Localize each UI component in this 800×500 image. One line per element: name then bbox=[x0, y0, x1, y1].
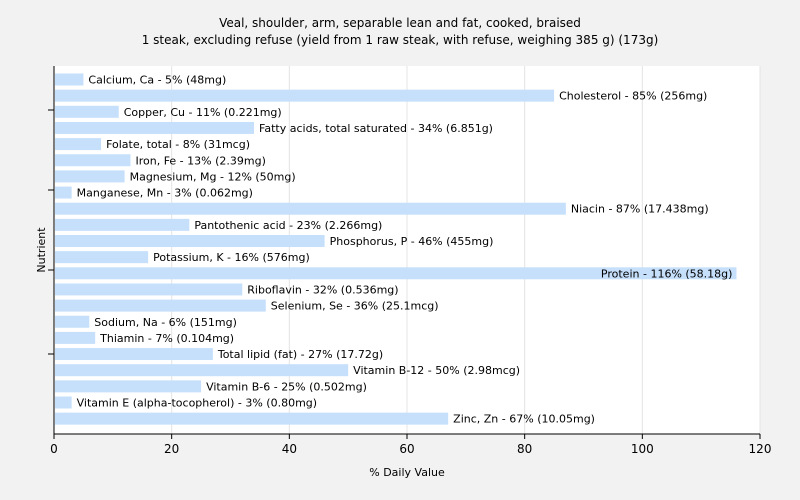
bar-label: Cholesterol - 85% (256mg) bbox=[559, 90, 707, 103]
bar bbox=[55, 202, 566, 215]
bar bbox=[55, 380, 202, 393]
x-tick-label: 40 bbox=[282, 442, 297, 456]
bar-label: Zinc, Zn - 67% (10.05mg) bbox=[453, 413, 595, 426]
bar-label: Copper, Cu - 11% (0.221mg) bbox=[124, 106, 282, 119]
bar-label: Vitamin B-12 - 50% (2.98mcg) bbox=[353, 364, 520, 377]
bar bbox=[55, 186, 72, 199]
bar-label: Sodium, Na - 6% (151mg) bbox=[94, 316, 237, 329]
bar bbox=[55, 331, 96, 344]
bar-label: Niacin - 87% (17.438mg) bbox=[571, 203, 709, 216]
x-tick-label: 0 bbox=[50, 442, 58, 456]
bar bbox=[55, 267, 737, 280]
bar bbox=[55, 315, 90, 328]
bar-label: Potassium, K - 16% (576mg) bbox=[153, 251, 310, 264]
x-tick-label: 80 bbox=[517, 442, 532, 456]
bar-label: Iron, Fe - 13% (2.39mg) bbox=[135, 154, 265, 167]
bar bbox=[55, 170, 125, 183]
bar bbox=[55, 283, 243, 296]
bar-label: Vitamin B-6 - 25% (0.502mg) bbox=[206, 380, 367, 393]
bar-label: Thiamin - 7% (0.104mg) bbox=[99, 332, 234, 345]
x-axis-label: % Daily Value bbox=[369, 466, 445, 479]
bar bbox=[55, 73, 84, 86]
x-tick-label: 60 bbox=[399, 442, 414, 456]
bar-label: Phosphorus, P - 46% (455mg) bbox=[330, 235, 494, 248]
bar-label: Protein - 116% (58.18g) bbox=[601, 267, 733, 280]
bar bbox=[55, 364, 349, 377]
bar bbox=[55, 235, 325, 247]
chart-title: Veal, shoulder, arm, separable lean and … bbox=[219, 16, 581, 30]
x-axis-ticks: 0 20 40 60 80 100 120 bbox=[50, 434, 771, 456]
bar-label: Fatty acids, total saturated - 34% (6.85… bbox=[259, 122, 493, 135]
bar bbox=[55, 89, 555, 102]
bar bbox=[55, 299, 266, 312]
bar-label: Calcium, Ca - 5% (48mg) bbox=[88, 74, 226, 87]
y-axis-label: Nutrient bbox=[35, 227, 48, 273]
bar bbox=[55, 348, 213, 361]
bar bbox=[55, 251, 149, 264]
x-tick-label: 20 bbox=[164, 442, 179, 456]
bar bbox=[55, 105, 119, 118]
chart-subtitle: 1 steak, excluding refuse (yield from 1 … bbox=[142, 33, 659, 47]
bar bbox=[55, 154, 131, 167]
bar-label: Manganese, Mn - 3% (0.062mg) bbox=[77, 187, 253, 200]
bar-label: Vitamin E (alpha-tocopherol) - 3% (0.80m… bbox=[77, 397, 317, 410]
bar-labels: Calcium, Ca - 5% (48mg) Cholesterol - 85%… bbox=[77, 74, 733, 426]
bar bbox=[55, 138, 102, 151]
bar-label: Riboflavin - 32% (0.536mg) bbox=[247, 283, 398, 296]
x-tick-label: 120 bbox=[749, 442, 772, 456]
bar-label: Selenium, Se - 36% (25.1mcg) bbox=[271, 300, 439, 313]
bars bbox=[55, 73, 737, 425]
bar-label: Total lipid (fat) - 27% (17.72g) bbox=[217, 348, 383, 361]
bar bbox=[55, 396, 72, 409]
bar-label: Pantothenic acid - 23% (2.266mg) bbox=[194, 219, 382, 232]
bar bbox=[55, 121, 255, 134]
bar bbox=[55, 218, 190, 231]
bar-label: Magnesium, Mg - 12% (50mg) bbox=[130, 170, 296, 183]
y-axis-ticks bbox=[48, 109, 54, 355]
bar bbox=[55, 412, 449, 425]
x-tick-label: 100 bbox=[631, 442, 654, 456]
bar-label: Folate, total - 8% (31mcg) bbox=[106, 138, 250, 151]
